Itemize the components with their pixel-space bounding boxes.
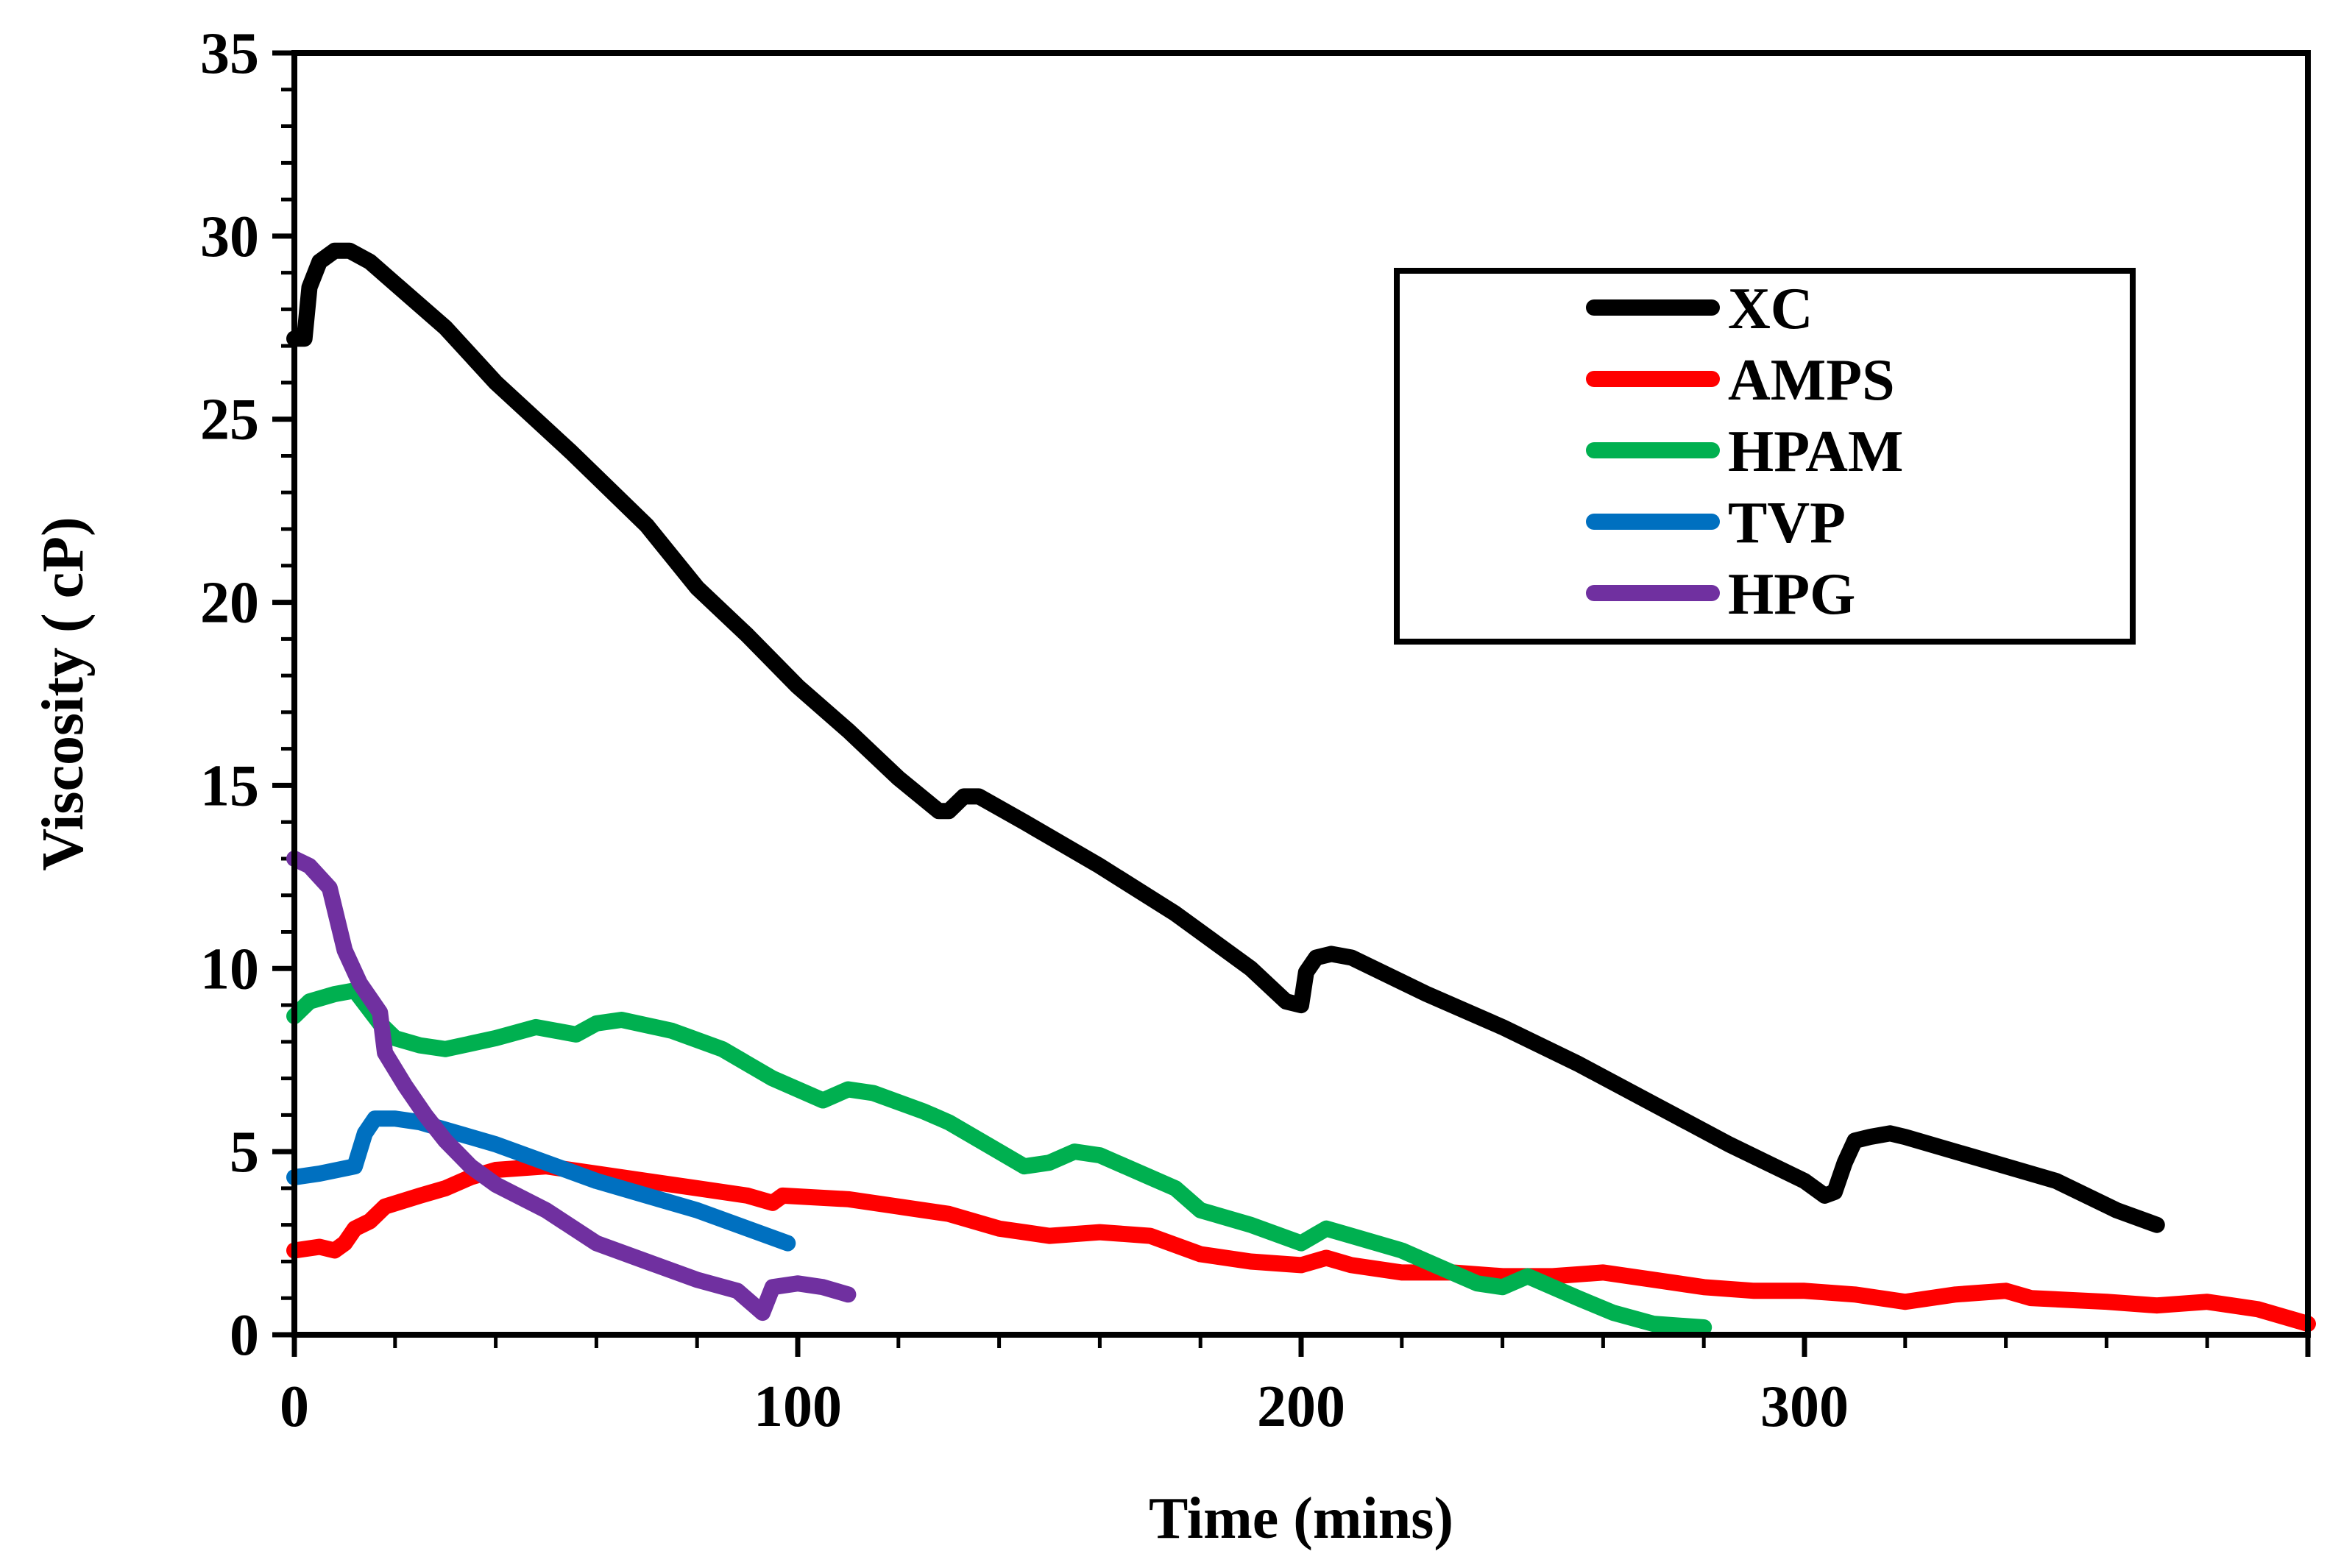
y-tick-label: 5 <box>230 1120 259 1185</box>
y-tick-label: 20 <box>200 571 259 636</box>
legend-label-hpg: HPG <box>1728 562 1855 627</box>
legend-label-hpam: HPAM <box>1728 419 1903 484</box>
x-tick-label: 0 <box>280 1374 309 1439</box>
x-tick-label: 300 <box>1760 1374 1849 1439</box>
y-tick-label: 25 <box>200 388 259 453</box>
x-axis-title: Time (mins) <box>1149 1486 1453 1551</box>
series-line-hpg <box>286 851 857 1322</box>
series-line-amps <box>286 1158 2316 1333</box>
legend-label-tvp: TVP <box>1728 491 1846 556</box>
x-tick-label: 200 <box>1257 1374 1345 1439</box>
axis-ticks <box>272 50 2311 1357</box>
x-tick-label: 100 <box>754 1374 842 1439</box>
y-tick-label: 15 <box>200 753 259 818</box>
y-tick-label: 0 <box>230 1303 259 1368</box>
y-tick-label: 30 <box>200 205 259 269</box>
legend-box <box>1394 268 2136 645</box>
y-tick-label: 10 <box>200 937 259 1001</box>
tick-labels: 0 5 10 15 20 25 30 35 0 100 200 300 <box>200 21 1849 1439</box>
series-line-hpam <box>286 982 1713 1335</box>
legend-label-xc: XC <box>1728 277 1813 341</box>
series-line-xc <box>286 242 2165 1233</box>
y-axis-title: Viscosity ( cP) <box>31 517 96 870</box>
y-tick-label: 35 <box>200 21 259 86</box>
legend-label-amps: AMPS <box>1728 348 1895 413</box>
plot-area-frame <box>291 50 2311 1338</box>
series-lines <box>286 242 2316 1335</box>
